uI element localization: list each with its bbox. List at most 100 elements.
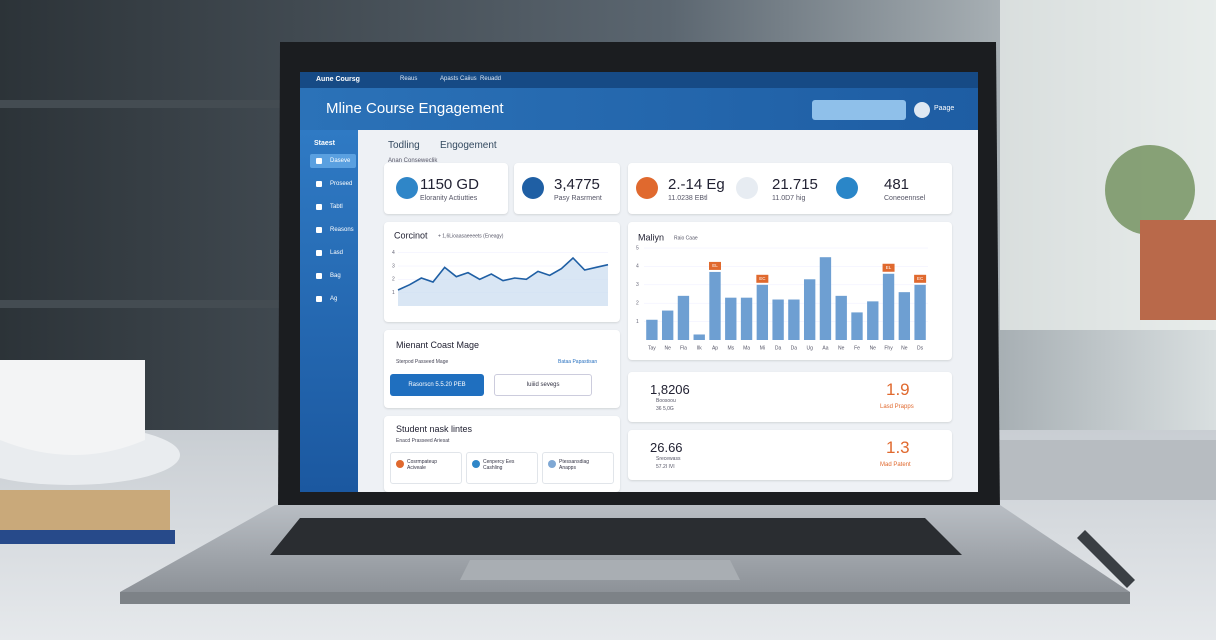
x-tick-label: Ms bbox=[727, 345, 734, 351]
nav-icon[interactable] bbox=[316, 296, 322, 302]
stat-icon bbox=[396, 177, 418, 199]
chart-title: Corcinot bbox=[394, 230, 428, 240]
bar bbox=[914, 284, 926, 340]
bar bbox=[693, 334, 705, 340]
chart-subtitle: Raio Caae bbox=[674, 235, 698, 241]
summary-sub: 57.2I IVI bbox=[656, 464, 675, 470]
annotation-tag bbox=[882, 263, 895, 272]
y-tick-label: 1 bbox=[392, 290, 395, 296]
brand: Aune Coursg bbox=[316, 76, 360, 83]
y-tick-label: 3 bbox=[636, 282, 639, 288]
link[interactable]: Bataa Papastisan bbox=[558, 359, 598, 365]
score: 1.3 bbox=[886, 438, 910, 457]
nav-icon[interactable] bbox=[316, 273, 322, 279]
sidebar bbox=[300, 130, 358, 492]
bar-panel: Maliyn Raio Caae 1 2 3 4 5 Tay Ne Fla Ilk Ap Ms Ma Mi D… bbox=[628, 222, 952, 360]
nav-icon[interactable] bbox=[316, 250, 322, 256]
nav-icon[interactable] bbox=[316, 158, 322, 164]
bar bbox=[835, 295, 847, 340]
page-title: Mline Course Engagement bbox=[326, 100, 504, 117]
nav-item[interactable]: Bag bbox=[330, 273, 341, 279]
nav-item[interactable]: Daseve bbox=[330, 158, 351, 164]
stat-value: 481 bbox=[884, 176, 910, 193]
annotation-label: EC bbox=[917, 276, 924, 281]
bar bbox=[788, 299, 800, 340]
summary-value: 26.66 bbox=[650, 440, 683, 455]
panel-title: Mienant Coast Mage bbox=[396, 340, 480, 350]
x-tick-label: Fhy bbox=[884, 345, 893, 351]
tab[interactable]: Engogement bbox=[440, 140, 497, 151]
dropdown[interactable]: Iuiiid sevegs bbox=[494, 374, 592, 396]
stat-value: 3,4775 bbox=[554, 176, 600, 193]
avatar[interactable] bbox=[914, 102, 930, 118]
menu-item[interactable]: Apasts Caiius bbox=[440, 76, 477, 82]
line bbox=[397, 256, 609, 291]
nav-icon[interactable] bbox=[316, 181, 322, 187]
y-tick-label: 3 bbox=[392, 263, 395, 269]
task-label: Cosrmpateup Aciveale bbox=[407, 459, 438, 471]
toolbar[interactable] bbox=[812, 100, 906, 120]
bar bbox=[661, 310, 674, 340]
annotation-tag bbox=[709, 261, 721, 270]
x-tick-label: Aa bbox=[822, 345, 828, 351]
menu-item[interactable]: Reuadd bbox=[480, 76, 502, 82]
task-item[interactable] bbox=[466, 452, 538, 484]
x-tick-label: Ne bbox=[901, 345, 908, 351]
stat-value: 1150 GD bbox=[420, 176, 479, 193]
nav-item[interactable]: Lasd bbox=[330, 250, 344, 256]
task-item[interactable] bbox=[390, 452, 462, 484]
x-tick-label: Fe bbox=[854, 345, 860, 351]
bar bbox=[740, 297, 753, 340]
user-name[interactable]: Paage bbox=[934, 105, 955, 112]
annotation-label: EL bbox=[712, 263, 718, 268]
x-tick-label: Da bbox=[775, 345, 782, 351]
menu-item[interactable]: Reaus bbox=[400, 76, 418, 82]
stat-label: 11.0D7 hig bbox=[772, 195, 806, 202]
nav-item[interactable]: Reasons bbox=[330, 227, 354, 233]
bar bbox=[803, 279, 816, 340]
panel-subtitle: Sterpod Passeed Mage bbox=[396, 359, 449, 365]
bar-chart: Maliyn Raio Caae 1 2 3 4 5 Tay Ne Fla Ilk Ap Ms Ma Mi D… bbox=[636, 232, 928, 351]
bar bbox=[851, 312, 863, 340]
panel-title: Student nask lintes bbox=[396, 424, 473, 434]
nav-icon[interactable] bbox=[316, 227, 322, 233]
task-label: Ptessansdiag Anapps bbox=[559, 459, 590, 471]
x-tick-label: Tay bbox=[648, 345, 656, 351]
y-tick-label: 2 bbox=[392, 277, 395, 283]
x-tick-label: Ug bbox=[806, 345, 813, 351]
bar bbox=[677, 295, 690, 340]
stat-label: Pasy Rasrment bbox=[554, 195, 602, 202]
nav-item[interactable]: Tabtl bbox=[330, 204, 343, 210]
task-item[interactable] bbox=[542, 452, 614, 484]
bar bbox=[772, 299, 784, 340]
annotation-label: EL bbox=[886, 265, 892, 270]
stat-icon bbox=[636, 177, 658, 199]
score-label: Mad Patent bbox=[880, 462, 911, 468]
y-tick-label: 5 bbox=[636, 245, 639, 251]
summary-label: Srecewass bbox=[656, 456, 681, 462]
score: 1.9 bbox=[886, 380, 910, 399]
button[interactable]: Rasorscn 5.5.20 PEB bbox=[390, 374, 484, 396]
task-icon bbox=[472, 460, 480, 468]
summary-sub: 36 5,0G bbox=[656, 406, 674, 412]
chart-title: Maliyn bbox=[638, 232, 664, 242]
nav-item[interactable]: Ag bbox=[330, 296, 338, 302]
stat-label: 11.0238 EBtl bbox=[668, 195, 708, 202]
tab[interactable]: Todling bbox=[388, 140, 420, 151]
task-icon bbox=[548, 460, 556, 468]
task-icon bbox=[396, 460, 404, 468]
summary-label: Boosoou bbox=[656, 398, 676, 404]
sidebar-heading: Staest bbox=[314, 140, 336, 147]
subheading: Anan Conseweclik bbox=[388, 158, 438, 164]
nav-item[interactable]: Proseed bbox=[330, 181, 353, 187]
x-tick-label: Da bbox=[791, 345, 798, 351]
nav-icon[interactable] bbox=[316, 204, 322, 210]
line-chart: Corcinot + 1,6Lioaasaeeeets (Eneagy) 1 2 3 4 bbox=[392, 230, 609, 306]
line-panel: Corcinot + 1,6Lioaasaeeeets (Eneagy) 1 2 3 4 bbox=[384, 222, 620, 322]
panel-subtitle: Enacd Prasseed Ariesat bbox=[396, 438, 450, 444]
x-tick-label: Ne bbox=[870, 345, 877, 351]
x-tick-label: Ma bbox=[743, 345, 750, 351]
stat-value: 21.715 bbox=[772, 176, 818, 193]
bar bbox=[646, 319, 658, 340]
bar bbox=[898, 292, 911, 340]
